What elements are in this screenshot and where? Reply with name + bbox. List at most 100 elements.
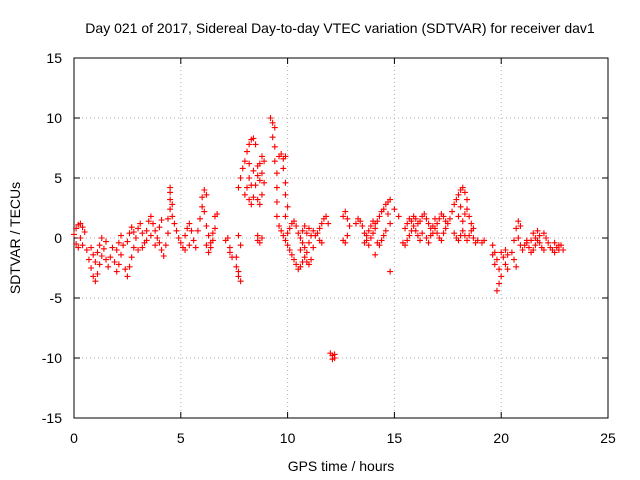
data-point xyxy=(244,148,251,155)
data-point xyxy=(211,225,218,232)
data-point xyxy=(540,230,547,237)
data-point xyxy=(143,237,150,244)
data-point xyxy=(305,239,312,246)
data-point xyxy=(380,206,387,213)
data-point xyxy=(256,177,263,184)
data-point xyxy=(363,237,370,244)
data-point xyxy=(182,247,189,253)
y-tick-label: 15 xyxy=(46,50,62,66)
data-point xyxy=(513,263,520,270)
data-point xyxy=(502,261,509,268)
data-point xyxy=(404,237,411,244)
data-point xyxy=(464,237,471,244)
data-point xyxy=(135,225,142,232)
data-point xyxy=(177,239,184,246)
data-point xyxy=(111,259,118,265)
data-point xyxy=(301,244,308,251)
data-point xyxy=(120,242,127,249)
data-point xyxy=(124,273,131,280)
data-point xyxy=(271,143,278,150)
data-point xyxy=(246,196,253,203)
data-point xyxy=(203,242,210,249)
data-point xyxy=(325,220,332,227)
data-point xyxy=(342,208,349,215)
data-point xyxy=(305,261,312,268)
data-point xyxy=(282,191,289,198)
data-point xyxy=(378,237,385,244)
data-point xyxy=(85,256,92,263)
data-point xyxy=(92,259,99,265)
data-point xyxy=(391,206,398,213)
data-point xyxy=(248,201,255,208)
data-point xyxy=(357,218,364,225)
data-point xyxy=(461,189,468,196)
data-point xyxy=(545,239,552,246)
data-point xyxy=(94,271,101,277)
data-point xyxy=(105,263,112,270)
data-point xyxy=(457,203,464,210)
data-point xyxy=(250,135,257,142)
data-point xyxy=(147,232,154,239)
data-point xyxy=(532,235,539,241)
data-point xyxy=(117,232,124,239)
data-point xyxy=(139,244,146,251)
data-point xyxy=(284,203,291,210)
data-point xyxy=(128,224,135,231)
data-point xyxy=(434,230,441,237)
data-point xyxy=(425,220,432,227)
data-point xyxy=(246,160,253,167)
data-point xyxy=(293,261,300,268)
data-point xyxy=(113,268,120,275)
data-point xyxy=(209,237,216,244)
data-point xyxy=(498,273,505,280)
data-point xyxy=(280,232,287,239)
data-point xyxy=(427,232,434,239)
data-point xyxy=(271,124,278,131)
data-point xyxy=(365,227,372,234)
data-point xyxy=(408,218,415,225)
data-point xyxy=(235,184,242,191)
data-point xyxy=(79,224,86,231)
data-point xyxy=(384,211,391,217)
data-point xyxy=(455,191,462,198)
data-point xyxy=(444,220,451,227)
data-point xyxy=(233,254,240,261)
data-point xyxy=(241,158,248,165)
data-point xyxy=(258,170,265,177)
data-point xyxy=(214,211,221,217)
data-point xyxy=(282,237,289,244)
data-point xyxy=(515,235,522,241)
data-point xyxy=(423,215,430,222)
x-axis-label: GPS time / hours xyxy=(288,458,395,474)
data-point xyxy=(117,251,124,258)
data-point xyxy=(387,268,394,275)
data-point xyxy=(449,208,456,215)
data-point xyxy=(429,223,436,229)
data-point xyxy=(540,247,547,253)
data-point xyxy=(297,247,304,253)
data-point xyxy=(466,232,473,239)
x-tick-label: 15 xyxy=(387,430,403,446)
y-tick-label: 10 xyxy=(46,110,62,126)
data-point xyxy=(374,218,381,225)
data-point xyxy=(314,230,321,237)
data-point xyxy=(192,244,199,251)
data-point xyxy=(519,247,526,253)
data-point xyxy=(130,244,137,251)
data-point xyxy=(246,141,253,148)
data-point xyxy=(380,232,387,239)
data-point xyxy=(77,220,84,227)
data-point xyxy=(254,232,261,239)
data-point xyxy=(555,242,562,249)
data-point xyxy=(96,261,103,268)
data-point xyxy=(331,351,338,358)
data-point xyxy=(233,263,240,270)
data-point xyxy=(402,225,409,232)
data-point xyxy=(77,235,84,241)
data-point xyxy=(103,256,110,263)
data-point xyxy=(513,225,520,232)
data-point xyxy=(162,242,169,249)
data-point xyxy=(256,239,263,246)
data-point xyxy=(489,242,496,249)
data-point xyxy=(504,251,511,258)
